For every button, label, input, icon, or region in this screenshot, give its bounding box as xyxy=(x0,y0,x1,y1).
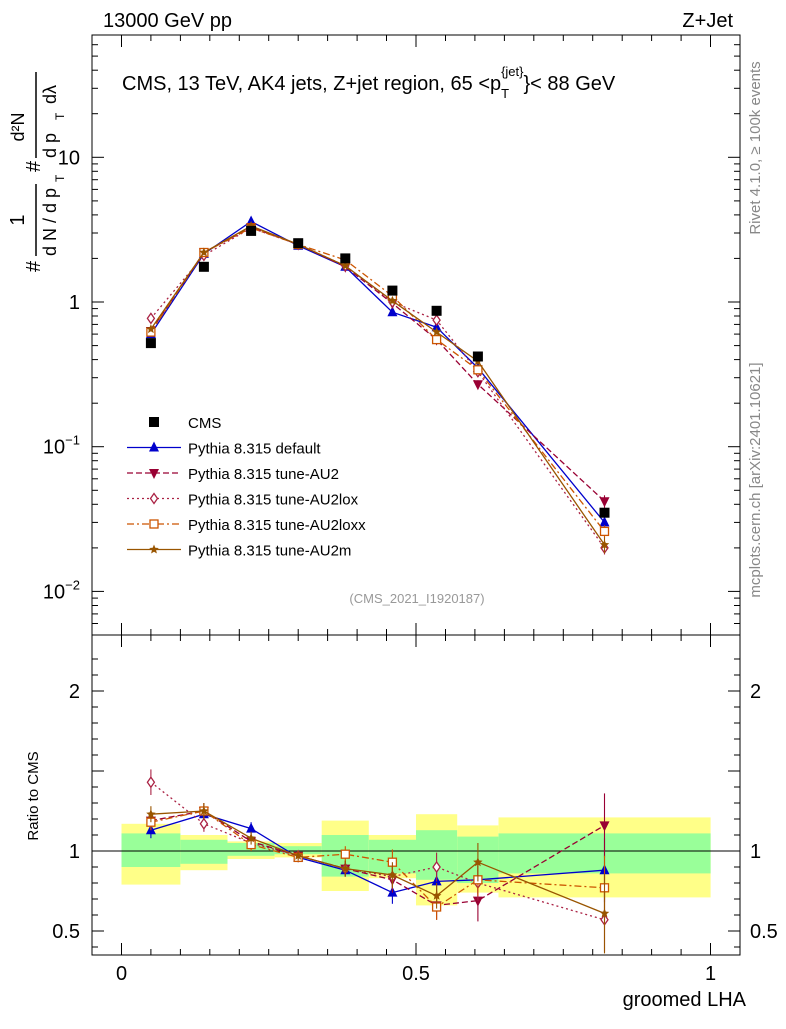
ratio-tick-label-right: 0.5 xyxy=(750,921,778,943)
series-line xyxy=(150,227,606,549)
ratio-marker xyxy=(432,860,441,874)
plot-title: CMS, 13 TeV, AK4 jets, Z+jet region, 65 … xyxy=(122,64,616,101)
header-left: 13000 GeV pp xyxy=(103,10,232,32)
ylabel-hash2: # xyxy=(23,160,45,172)
series-marker xyxy=(199,247,209,257)
series-marker xyxy=(599,516,610,527)
y-tick-label: 1 xyxy=(69,292,80,314)
legend-label: CMS xyxy=(188,415,221,432)
data-point xyxy=(472,351,483,362)
ratio-y-label: Ratio to CMS xyxy=(25,751,42,840)
x-tick-label: 0.5 xyxy=(402,963,430,985)
series-marker xyxy=(340,260,351,270)
plot-title-end: }< 88 GeV xyxy=(524,73,616,95)
ratio-marker xyxy=(199,806,209,815)
ratio-marker xyxy=(431,890,442,900)
data-point xyxy=(145,338,156,349)
ratio-marker xyxy=(293,850,303,860)
ylabel-d2n: d²N xyxy=(8,112,28,141)
legend-label: Pythia 8.315 default xyxy=(188,441,321,458)
ratio-marker xyxy=(199,817,209,830)
ratio-tick-label-right: 2 xyxy=(750,681,761,703)
ratio-band-inner xyxy=(180,839,228,864)
series-marker xyxy=(387,306,398,317)
ratio-marker xyxy=(146,776,156,789)
data-point xyxy=(340,253,351,264)
ratio-marker xyxy=(246,833,256,843)
ratio-marker xyxy=(387,870,398,879)
data-point xyxy=(387,285,398,296)
rivet-label: Rivet 4.1.0, ≥ 100k events xyxy=(747,61,764,234)
data-point xyxy=(431,305,442,316)
data-point xyxy=(246,225,257,236)
series-marker xyxy=(431,334,442,345)
header-right: Z+Jet xyxy=(682,10,733,32)
ylabel-t2: T xyxy=(53,112,67,120)
ylabel-t1: T xyxy=(53,174,67,182)
plot-title-sup: {jet} xyxy=(501,64,524,79)
y-tick-label: 10−1 xyxy=(43,433,80,459)
legend-label: Pythia 8.315 tune-AU2lox xyxy=(188,492,359,509)
ratio-marker xyxy=(472,896,483,907)
data-point xyxy=(293,238,304,249)
plot-title-main: CMS, 13 TeV, AK4 jets, Z+jet region, 65 … xyxy=(122,73,501,95)
x-axis-label: groomed LHA xyxy=(623,989,747,1011)
series-marker xyxy=(472,380,483,391)
ratio-band-inner xyxy=(121,833,181,867)
lower-frame-border xyxy=(91,634,741,956)
ylabel-dpt: d p xyxy=(40,133,60,158)
mcplots-label: mcplots.cern.ch [arXiv:2401.10621] xyxy=(747,362,764,597)
series-marker xyxy=(599,497,610,508)
ratio-marker xyxy=(473,857,483,867)
legend-label: Pythia 8.315 tune-AU2m xyxy=(188,543,351,560)
ratio-marker xyxy=(599,821,610,832)
y-tick-label: 10 xyxy=(58,147,80,169)
ratio-series-line xyxy=(150,810,605,908)
ylabel-dlambda: dλ xyxy=(40,85,60,104)
ratio-tick-label: 1 xyxy=(69,841,80,863)
ratio-marker xyxy=(599,908,610,918)
y-axis-label: # 1 d N / d p T # d²N d p T dλ xyxy=(7,72,67,272)
series-marker xyxy=(599,526,610,537)
legend-label: Pythia 8.315 tune-AU2loxx xyxy=(188,517,366,534)
analysis-id: (CMS_2021_I1920187) xyxy=(349,591,484,606)
data-point xyxy=(198,261,209,272)
y-tick-label: 10−2 xyxy=(43,577,80,603)
series-line xyxy=(150,226,605,502)
ratio-tick-label: 0.5 xyxy=(52,921,80,943)
series-marker xyxy=(387,295,398,305)
ratio-marker xyxy=(246,822,257,833)
series-marker xyxy=(432,313,441,327)
series-marker xyxy=(146,312,156,325)
ratio-marker xyxy=(340,863,351,873)
legend: CMS Pythia 8.315 default Pythia 8.315 tune… xyxy=(127,415,366,560)
x-tick-label: 0 xyxy=(116,963,127,985)
series-marker xyxy=(431,327,442,337)
series-line xyxy=(150,227,606,532)
plot-title-sub: T xyxy=(501,86,509,101)
series-marker xyxy=(473,365,483,375)
ratio-tick-label-right: 1 xyxy=(750,841,761,863)
legend-marker xyxy=(149,519,159,529)
ratio-marker xyxy=(340,849,350,859)
series-marker xyxy=(599,539,610,549)
legend-marker xyxy=(149,469,159,479)
legend-marker xyxy=(149,544,159,554)
ylabel-dn: d N / d p xyxy=(40,188,60,256)
upper-plot: 10 1 10−1 10−2 xyxy=(43,34,741,955)
ratio-plot: 0 0.5 1 2 2 1 1 0.5 0.5 xyxy=(52,634,778,985)
legend-marker xyxy=(149,492,159,505)
x-tick-label: 1 xyxy=(705,963,716,985)
data-point xyxy=(599,507,610,518)
ratio-marker xyxy=(146,809,156,819)
legend-marker xyxy=(149,441,159,452)
series-marker xyxy=(146,324,156,334)
ratio-tick-label: 2 xyxy=(69,681,80,703)
ylabel-one: 1 xyxy=(7,214,29,225)
legend-marker xyxy=(149,417,159,427)
ylabel-hash1: # xyxy=(23,260,45,272)
legend-label: Pythia 8.315 tune-AU2 xyxy=(188,466,339,483)
